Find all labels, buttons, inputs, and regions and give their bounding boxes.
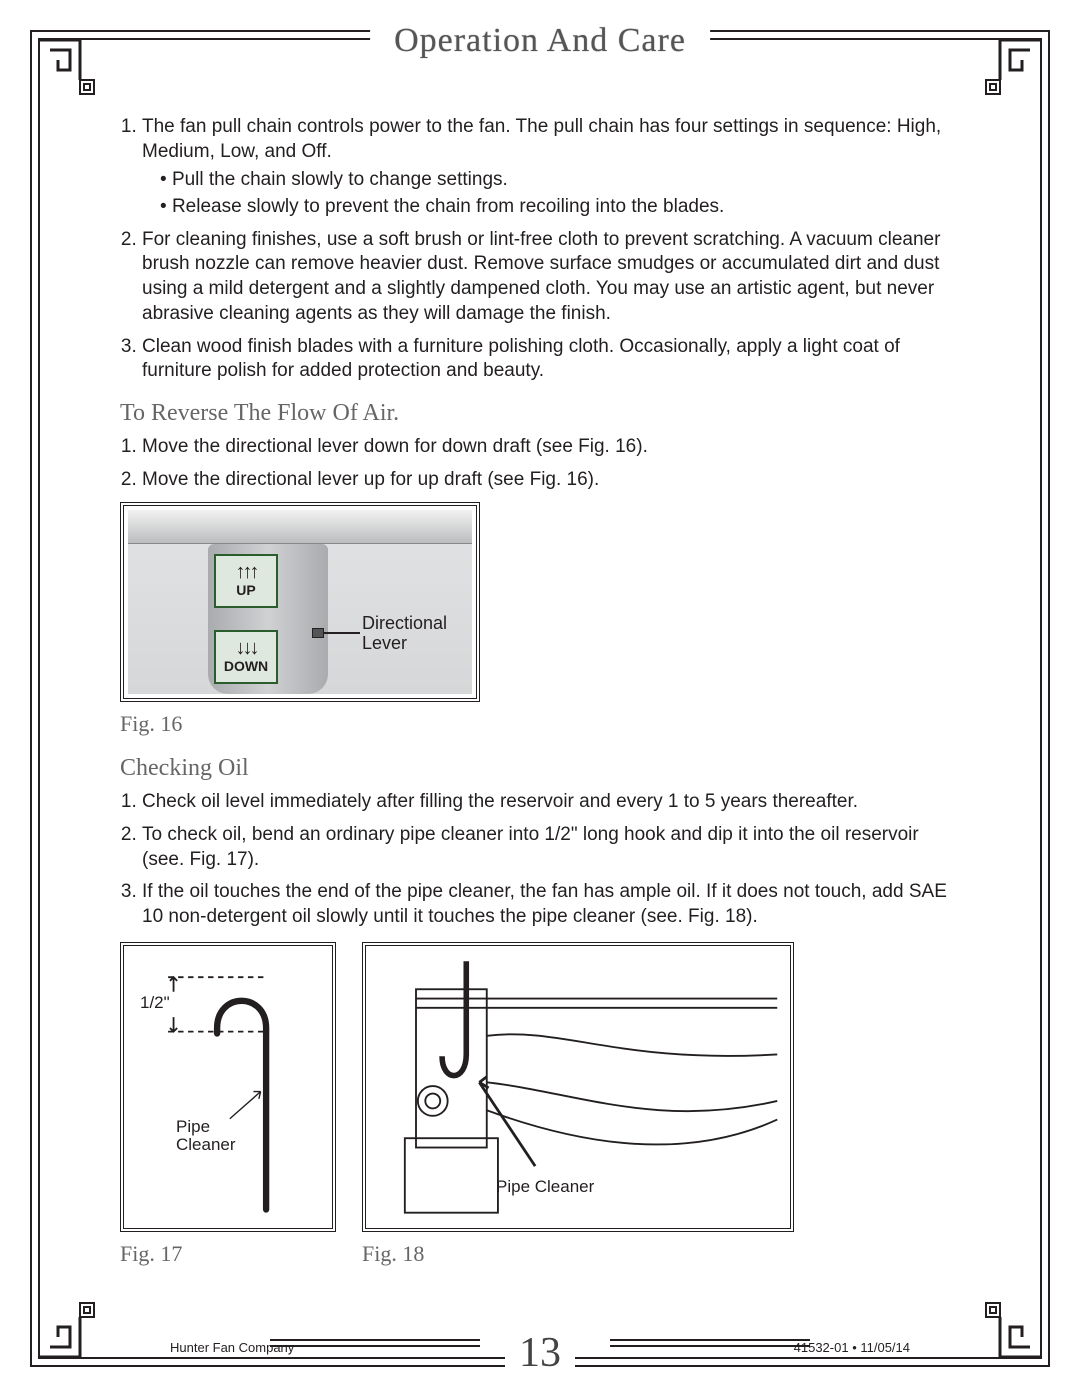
- up-arrow-badge: ↑↑↑ UP: [214, 554, 278, 608]
- page-title: Operation And Care: [370, 22, 710, 60]
- up-arrows-icon: ↑↑↑: [236, 563, 257, 581]
- sub-item: Pull the chain slowly to change settings…: [160, 168, 960, 193]
- fig16-caption: Fig. 16: [120, 710, 960, 739]
- operation-list: The fan pull chain controls power to the…: [120, 115, 960, 384]
- corner-ornament-br-inner: [962, 1279, 1002, 1319]
- fan-canopy: [128, 510, 472, 544]
- down-arrows-icon: ↓↓↓: [236, 639, 257, 657]
- list-item: To check oil, bend an ordinary pipe clea…: [142, 823, 960, 872]
- sub-list: Pull the chain slowly to change settings…: [142, 168, 960, 219]
- corner-ornament-bl-inner: [78, 1279, 118, 1319]
- reverse-heading: To Reverse The Flow Of Air.: [120, 398, 960, 429]
- list-item: Check oil level immediately after fillin…: [142, 790, 960, 815]
- callout-line: [324, 632, 360, 634]
- down-arrow-badge: ↓↓↓ DOWN: [214, 630, 278, 684]
- lever-callout-label: Directional Lever: [362, 614, 447, 654]
- footer-rule-right: [610, 1339, 810, 1347]
- fig17-frame: 1/2" Pipe Cleaner: [120, 942, 336, 1232]
- list-item: Clean wood finish blades with a furnitur…: [142, 335, 960, 384]
- list-item: If the oil touches the end of the pipe c…: [142, 880, 960, 929]
- footer-rule-left: [270, 1339, 480, 1347]
- fig18-caption: Fig. 18: [362, 1240, 794, 1269]
- corner-ornament-tl-inner: [78, 78, 118, 118]
- fig-row: 1/2" Pipe Cleaner Fig. 17: [120, 942, 960, 1269]
- sub-item: Release slowly to prevent the chain from…: [160, 195, 960, 220]
- fig18-frame: Pipe Cleaner: [362, 942, 794, 1232]
- oil-heading: Checking Oil: [120, 753, 960, 784]
- list-item: Move the directional lever down for down…: [142, 435, 960, 460]
- directional-lever-icon: [312, 628, 324, 638]
- reverse-list: Move the directional lever down for down…: [120, 435, 960, 492]
- fig17-label-l1: Pipe: [176, 1117, 210, 1136]
- fig18-column: Pipe Cleaner Fig. 18: [362, 942, 794, 1269]
- fig17-measure: 1/2": [140, 994, 170, 1013]
- content-area: The fan pull chain controls power to the…: [120, 115, 960, 1257]
- fig16-diagram: ↑↑↑ UP ↓↓↓ DOWN Directional Lever: [128, 510, 472, 694]
- oil-list: Check oil level immediately after fillin…: [120, 790, 960, 929]
- list-item: Move the directional lever up for up dra…: [142, 468, 960, 493]
- fig17-label: Pipe Cleaner: [176, 1118, 236, 1155]
- down-label: DOWN: [224, 657, 268, 675]
- fig17-caption: Fig. 17: [120, 1240, 336, 1269]
- footer-docref: 41532-01 • 11/05/14: [794, 1340, 910, 1355]
- fig17-column: 1/2" Pipe Cleaner Fig. 17: [120, 942, 336, 1269]
- lever-label-line1: Directional: [362, 613, 447, 633]
- corner-ornament-tr-inner: [962, 78, 1002, 118]
- fig18-label: Pipe Cleaner: [496, 1178, 594, 1197]
- fig17-label-l2: Cleaner: [176, 1135, 236, 1154]
- list-text: The fan pull chain controls power to the…: [142, 116, 941, 162]
- list-item: For cleaning finishes, use a soft brush …: [142, 228, 960, 327]
- list-item: The fan pull chain controls power to the…: [142, 115, 960, 220]
- fig16-container: ↑↑↑ UP ↓↓↓ DOWN Directional Lever Fig. 1…: [120, 502, 960, 739]
- page-number: 13: [505, 1329, 575, 1377]
- fig16-frame: ↑↑↑ UP ↓↓↓ DOWN Directional Lever: [120, 502, 480, 702]
- up-label: UP: [236, 581, 255, 599]
- lever-label-line2: Lever: [362, 633, 407, 653]
